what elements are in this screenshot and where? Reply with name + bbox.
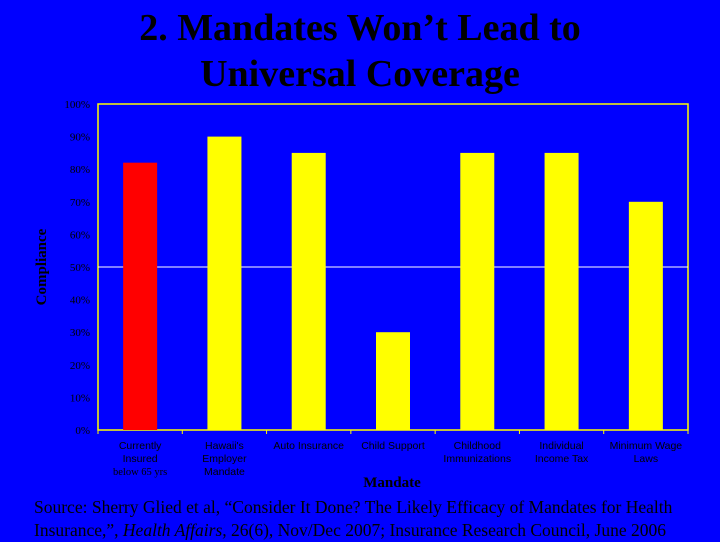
- y-tick-label: 20%: [70, 360, 90, 372]
- slide-title-line-1: 2. Mandates Won’t Lead to: [139, 7, 581, 49]
- slide-title: 2. Mandates Won’t Lead to Universal Cove…: [60, 6, 660, 97]
- x-category-label: Childhood: [454, 440, 501, 452]
- x-category-label: Insured: [123, 453, 158, 465]
- x-axis-title: Mandate: [363, 475, 421, 491]
- bar: [207, 136, 242, 430]
- bar: [291, 152, 326, 430]
- slide-title-line-2: Universal Coverage: [200, 52, 520, 95]
- y-tick-label: 40%: [70, 295, 90, 307]
- y-tick-label: 50%: [70, 262, 90, 274]
- x-category-label: Immunizations: [443, 453, 511, 465]
- source-citation: Source: Sherry Glied et al, “Consider It…: [34, 496, 714, 542]
- source-journal: Health Affairs,: [122, 519, 227, 540]
- x-category-label: Mandate: [204, 466, 245, 478]
- y-axis-title: Compliance: [34, 228, 50, 305]
- x-category-label: Individual: [539, 440, 583, 452]
- y-tick-label: 10%: [70, 392, 90, 404]
- source-text-part-1: Source: Sherry Glied et al, “Consider It…: [34, 497, 673, 540]
- y-tick-label: 30%: [70, 327, 90, 339]
- x-category-label: Hawaii's: [205, 440, 244, 452]
- x-category-label: Laws: [634, 453, 659, 465]
- y-tick-label: 80%: [70, 164, 90, 176]
- x-category-note: below 65 yrs: [113, 467, 167, 478]
- bar: [460, 152, 495, 430]
- x-category-label: Income Tax: [535, 453, 589, 465]
- x-category-label: Auto Insurance: [273, 440, 344, 452]
- source-text-part-2: 26(6), Nov/Dec 2007; Insurance Research …: [226, 519, 666, 540]
- x-category-label: Minimum Wage: [610, 440, 683, 452]
- y-tick-label: 100%: [64, 99, 90, 111]
- bar: [544, 152, 579, 430]
- y-tick-label: 60%: [70, 229, 90, 241]
- y-tick-label: 0%: [75, 425, 90, 437]
- y-tick-label: 90%: [70, 132, 90, 144]
- bar: [376, 332, 410, 430]
- bar: [628, 201, 663, 430]
- x-category-label: Employer: [202, 453, 247, 465]
- y-tick-label: 70%: [70, 197, 90, 209]
- x-category-label: Child Support: [361, 440, 425, 452]
- bar-highlighted: [123, 162, 158, 430]
- x-category-label: Currently: [119, 440, 162, 452]
